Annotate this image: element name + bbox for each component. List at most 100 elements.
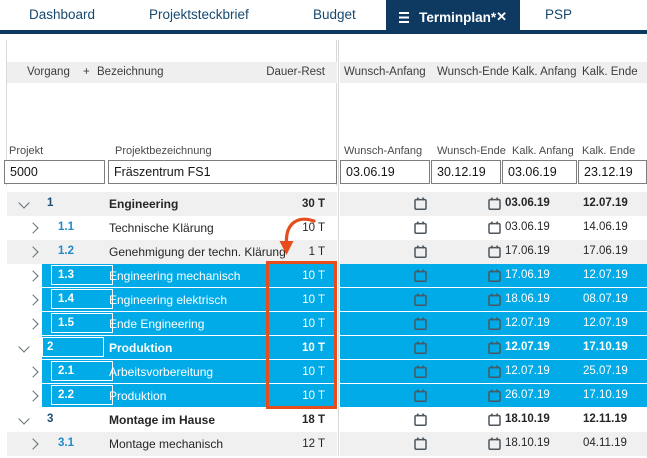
kalk-anfang-calendar-icon[interactable] (488, 269, 501, 282)
expand-chevron-icon[interactable] (27, 246, 39, 258)
kalk-ende-date: 12.07.19 (583, 197, 628, 209)
tab-terminplan[interactable]: Terminplan* ✕ (386, 0, 520, 34)
pane-left-border (6, 40, 7, 186)
wunsch-anfang-calendar-icon[interactable] (414, 221, 427, 234)
task-duration: 10 T (302, 366, 325, 378)
kalk-ende-date: 12.07.19 (583, 269, 628, 281)
tab-psp[interactable]: PSP (545, 7, 573, 22)
wunsch-anfang-calendar-icon[interactable] (414, 389, 427, 402)
kalk-anfang-date: 17.06.19 (505, 245, 550, 257)
task-row-1.1[interactable]: 1.1 Technische Klärung 10 T 03.06.19 14.… (0, 216, 647, 240)
projektbezeichnung-input[interactable]: Fräszentrum FS1 (108, 160, 337, 184)
task-row-1.4[interactable]: 1.4 Engineering elektrisch 10 T 18.06.19… (0, 288, 647, 312)
task-name: Montage im Hause (109, 413, 216, 427)
project-label-row: Projekt Projektbezeichnung (0, 145, 337, 158)
task-number: 2 (47, 341, 54, 353)
kalk-anfang-date: 18.06.19 (505, 293, 550, 305)
wunsch-anfang-calendar-icon[interactable] (414, 341, 427, 354)
task-number-cell[interactable]: 2.1 (51, 361, 113, 381)
menu-icon[interactable] (399, 11, 410, 23)
task-row-2.2[interactable]: 2.2 Produktion 10 T 26.07.19 17.10.19 (0, 384, 647, 408)
tab-dashboard[interactable]: Dashboard (29, 7, 96, 22)
expand-chevron-icon[interactable] (27, 318, 39, 330)
expand-chevron-icon[interactable] (27, 366, 39, 378)
pane-divider (336, 40, 337, 186)
kalk-anfang-date: 03.06.19 (505, 197, 550, 209)
task-number-cell[interactable]: 1.4 (51, 289, 113, 309)
tab-budget[interactable]: Budget (313, 7, 356, 22)
task-duration: 10 T (302, 222, 325, 234)
project-wunsch-ende-input[interactable]: 30.12.19 (431, 160, 501, 184)
task-row-3[interactable]: 3 Montage im Hause 18 T 18.10.19 12.11.1… (0, 408, 647, 432)
task-number-cell[interactable]: 2.2 (51, 385, 113, 405)
kalk-anfang-calendar-icon[interactable] (488, 437, 501, 450)
kalk-ende-date: 12.07.19 (583, 317, 628, 329)
selection-highlight (42, 264, 337, 287)
task-number: 1.1 (58, 221, 74, 233)
wunsch-anfang-calendar-icon[interactable] (414, 293, 427, 306)
task-number-cell[interactable]: 2 (42, 337, 104, 357)
task-duration: 1 T (308, 246, 325, 258)
kalk-anfang-calendar-icon[interactable] (488, 245, 501, 258)
task-number-cell[interactable]: 1.2 (51, 241, 113, 261)
projekt-number-input[interactable]: 5000 (4, 160, 105, 184)
task-number-cell[interactable]: 1 (42, 193, 104, 213)
task-row-1.3[interactable]: 1.3 Engineering mechanisch 10 T 17.06.19… (0, 264, 647, 288)
kalk-ende-column-header: Kalk. Ende (582, 66, 638, 78)
wunsch-anfang-calendar-icon[interactable] (414, 365, 427, 378)
expand-chevron-icon[interactable] (27, 438, 39, 450)
task-row-1.2[interactable]: 1.2 Genehmigung der techn. Klärung 1 T 1… (0, 240, 647, 264)
task-duration: 10 T (302, 294, 325, 306)
task-number-cell[interactable]: 3.1 (51, 433, 113, 453)
wunsch-anfang-calendar-icon[interactable] (414, 197, 427, 210)
selection-highlight (42, 288, 337, 311)
kalk-anfang-calendar-icon[interactable] (488, 365, 501, 378)
close-tab-icon[interactable]: ✕ (496, 9, 507, 24)
project-kalk-anfang-input[interactable]: 03.06.19 (502, 160, 577, 184)
wunsch-anfang-calendar-icon[interactable] (414, 269, 427, 282)
kalk-anfang-date: 26.07.19 (505, 389, 550, 401)
task-number-cell[interactable]: 1.1 (51, 217, 113, 237)
kalk-anfang-calendar-icon[interactable] (488, 341, 501, 354)
task-duration: 10 T (302, 390, 325, 402)
wunsch-anfang-calendar-icon[interactable] (414, 317, 427, 330)
kalk-anfang-calendar-icon[interactable] (488, 293, 501, 306)
kalk-anfang-calendar-icon[interactable] (488, 389, 501, 402)
kalk-ende-date: 17.10.19 (583, 341, 628, 353)
task-duration: 18 T (301, 414, 325, 426)
expand-chevron-icon[interactable] (18, 413, 30, 425)
kalk-anfang-calendar-icon[interactable] (488, 317, 501, 330)
kalk-anfang-calendar-icon[interactable] (488, 413, 501, 426)
project-wunsch-anfang-input[interactable]: 03.06.19 (340, 160, 430, 184)
tab-projektsteckbrief[interactable]: Projektsteckbrief (149, 7, 249, 22)
task-row-3.1[interactable]: 3.1 Montage mechanisch 12 T 18.10.19 04.… (0, 432, 647, 456)
project-kalk-ende-input[interactable]: 23.12.19 (578, 160, 647, 184)
kalk-anfang-calendar-icon[interactable] (488, 221, 501, 234)
expand-chevron-icon[interactable] (27, 390, 39, 402)
kalk-ende-date: 12.11.19 (583, 413, 628, 425)
task-number-cell[interactable]: 1.5 (51, 313, 113, 333)
wunsch-anfang-column-header: Wunsch-Anfang (344, 66, 426, 78)
task-row-1[interactable]: 1 Engineering 30 T 03.06.19 12.07.19 (0, 192, 647, 216)
task-row-1.5[interactable]: 1.5 Ende Engineering 10 T 12.07.19 12.07… (0, 312, 647, 336)
expand-chevron-icon[interactable] (27, 270, 39, 282)
expand-chevron-icon[interactable] (18, 341, 30, 353)
kalk-ende-date: 04.11.19 (583, 437, 627, 449)
expand-chevron-icon[interactable] (18, 197, 30, 209)
wunsch-anfang-calendar-icon[interactable] (414, 413, 427, 426)
projekt-label: Projekt (9, 145, 44, 157)
task-duration: 30 T (301, 198, 325, 210)
kalk-ende-date: 08.07.19 (583, 293, 628, 305)
expand-chevron-icon[interactable] (27, 294, 39, 306)
expand-all-icon[interactable]: + (83, 66, 90, 78)
task-row-2.1[interactable]: 2.1 Arbeitsvorbereitung 10 T 12.07.19 25… (0, 360, 647, 384)
task-row-2[interactable]: 2 Produktion 10 T 12.07.19 17.10.19 (0, 336, 647, 360)
task-number-cell[interactable]: 3 (42, 409, 104, 429)
wunsch-anfang-calendar-icon[interactable] (414, 437, 427, 450)
expand-chevron-icon[interactable] (27, 222, 39, 234)
wunsch-anfang-calendar-icon[interactable] (414, 245, 427, 258)
kalk-anfang-calendar-icon[interactable] (488, 197, 501, 210)
task-table: 1 Engineering 30 T 03.06.19 12.07.19 1.1 (0, 192, 647, 456)
task-number-cell[interactable]: 1.3 (51, 265, 113, 285)
pane-divider-long (338, 40, 339, 456)
